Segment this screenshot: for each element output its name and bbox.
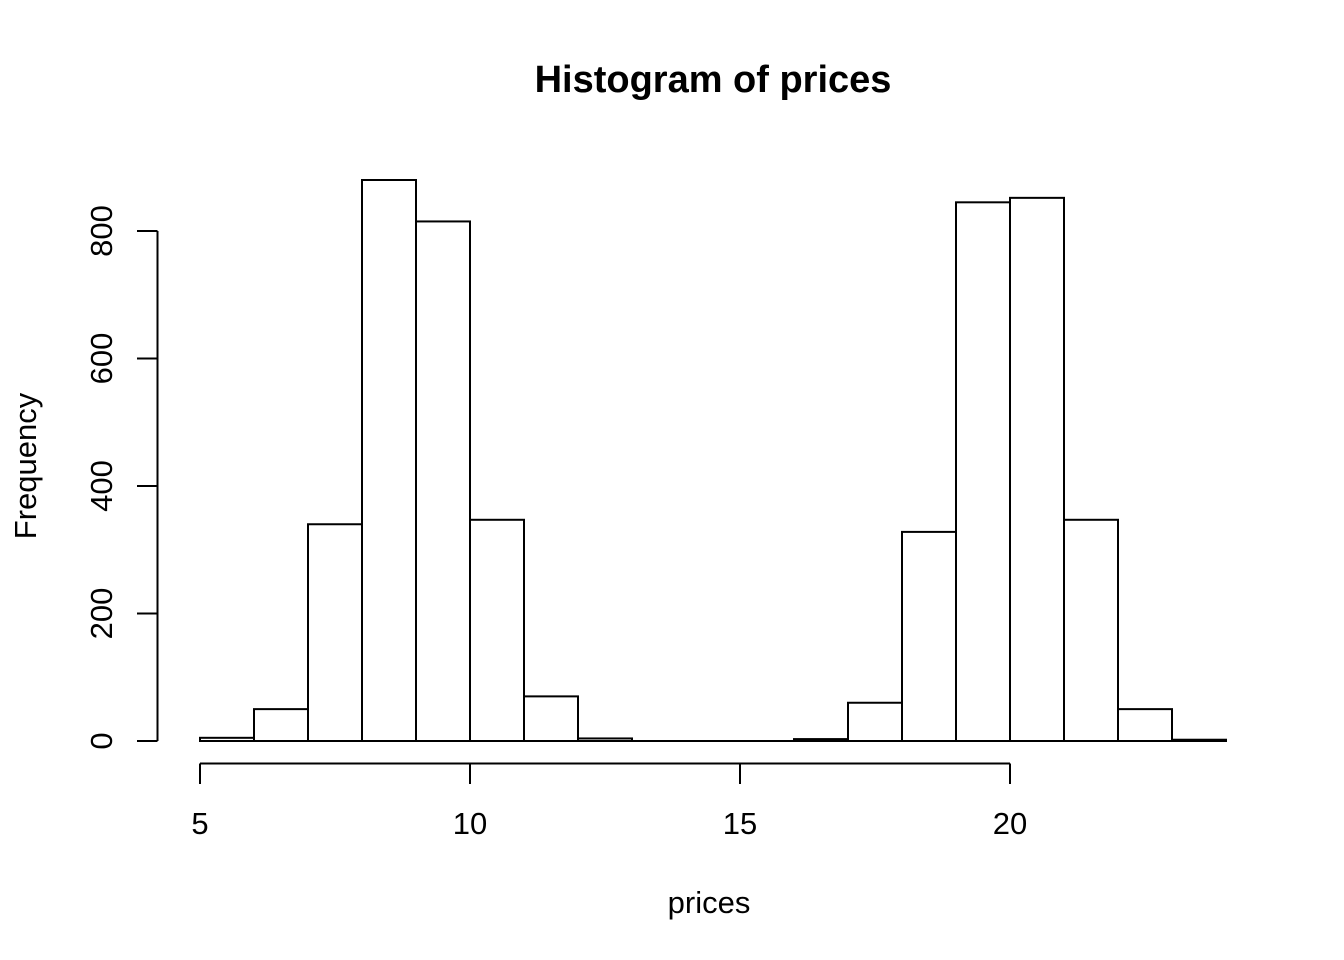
- histogram-bar: [901, 530, 957, 743]
- histogram-bar: [1117, 708, 1173, 742]
- histogram-bar: [793, 738, 849, 743]
- histogram-bar: [199, 736, 255, 742]
- x-axis-tick-label: 15: [723, 806, 757, 841]
- y-axis-tick-label: 200: [84, 588, 119, 640]
- x-axis-title: prices: [668, 885, 751, 920]
- x-axis: 5 10 15 20: [191, 762, 1027, 841]
- histogram-bar: [1009, 196, 1065, 743]
- y-axis-tick-label: 400: [84, 460, 119, 512]
- y-axis-tick-label: 800: [84, 205, 119, 257]
- y-axis-title: Frequency: [8, 392, 43, 539]
- bars-group: [199, 179, 1227, 743]
- chart-title: Histogram of prices: [535, 59, 892, 101]
- y-axis-tick-label: 0: [84, 732, 119, 749]
- histogram-bar: [307, 523, 363, 742]
- histogram-bar: [1063, 518, 1119, 742]
- x-axis-tick-label: 5: [191, 806, 208, 841]
- y-axis-tick-label: 600: [84, 333, 119, 385]
- y-axis: 0 200 400 600 800: [84, 205, 159, 750]
- histogram-bar: [253, 708, 309, 742]
- histogram-bar: [361, 179, 417, 742]
- x-axis-tick-label: 10: [453, 806, 487, 841]
- histogram-bar: [469, 518, 525, 742]
- histogram-bar: [955, 201, 1011, 742]
- histogram-bar: [415, 220, 471, 742]
- histogram-bar: [1171, 738, 1227, 742]
- x-axis-tick-label: 20: [993, 806, 1027, 841]
- histogram-bar: [847, 701, 903, 742]
- histogram-bar: [523, 695, 579, 742]
- histogram-bar: [577, 737, 633, 743]
